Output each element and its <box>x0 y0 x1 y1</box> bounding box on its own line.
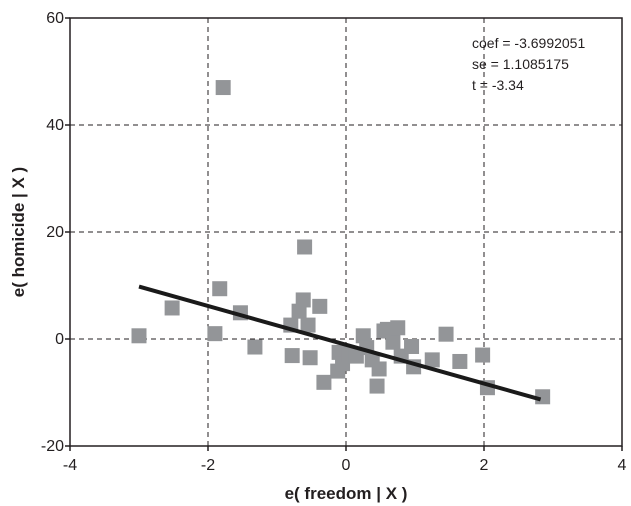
y-tick-label: 0 <box>55 331 64 348</box>
data-point <box>164 300 180 316</box>
data-point <box>452 353 468 369</box>
x-tick-label: 4 <box>618 457 627 474</box>
data-point <box>355 328 371 344</box>
data-point <box>390 320 406 336</box>
data-point <box>438 326 454 342</box>
data-point <box>131 328 147 344</box>
y-axis-tick-labels: -20 0 20 40 60 <box>41 10 64 455</box>
data-point <box>424 352 440 368</box>
x-axis-title: e( freedom | X ) <box>285 484 408 503</box>
regression-stat: se = 1.1085175 <box>472 56 569 72</box>
data-point <box>302 350 318 366</box>
data-point <box>316 374 332 390</box>
data-point <box>385 334 401 350</box>
x-tick-label: -2 <box>201 457 215 474</box>
data-point <box>312 298 328 314</box>
grid-lines <box>70 18 622 446</box>
data-point <box>297 239 313 255</box>
data-point <box>404 338 420 354</box>
data-point <box>247 339 263 355</box>
data-point <box>207 326 223 342</box>
data-point <box>295 292 311 308</box>
x-axis-tick-labels: -4 -2 0 2 4 <box>63 457 627 474</box>
data-point <box>212 281 228 297</box>
y-tick-label: 60 <box>46 10 64 27</box>
x-tick-label: 0 <box>342 457 351 474</box>
regression-line <box>138 284 542 402</box>
data-point <box>284 348 300 364</box>
data-point <box>215 80 231 96</box>
x-tick-label: -4 <box>63 457 77 474</box>
regression-stat: coef = -3.6992051 <box>472 35 585 51</box>
regression-stats: coef = -3.6992051 se = 1.1085175 t = -3.34 <box>472 35 585 93</box>
x-tick-label: 2 <box>480 457 489 474</box>
data-point <box>371 361 387 377</box>
axis-ticks <box>65 17 623 451</box>
data-point <box>369 378 385 394</box>
y-tick-label: 20 <box>46 224 64 241</box>
data-point <box>475 347 491 363</box>
y-tick-label: -20 <box>41 438 64 455</box>
regression-stat: t = -3.34 <box>472 77 524 93</box>
data-point <box>300 317 316 333</box>
y-axis-title: e( homicide | X ) <box>9 167 28 297</box>
data-points <box>131 80 551 405</box>
y-tick-label: 40 <box>46 117 64 134</box>
